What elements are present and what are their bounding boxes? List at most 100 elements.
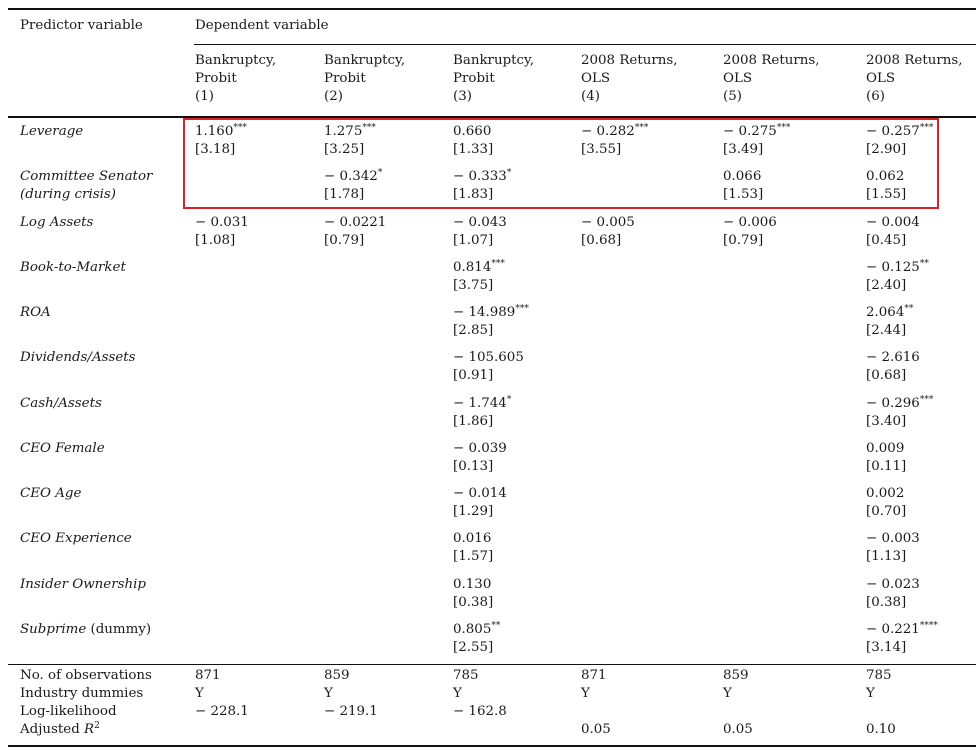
footer-label-text: Industry dummies xyxy=(20,686,144,701)
test-statistic: [0.79] xyxy=(324,233,365,248)
coefficient-value: − 0.333 xyxy=(453,169,507,184)
dependent-underline xyxy=(194,44,976,45)
coefficient-value: − 0.003 xyxy=(866,531,920,546)
footer-value: 871 xyxy=(195,668,221,683)
footer-value: − 219.1 xyxy=(324,704,378,719)
footer-value: Y xyxy=(324,686,333,701)
significance-stars: *** xyxy=(919,123,934,133)
test-statistic: [0.45] xyxy=(866,233,907,248)
coefficient: − 0.125** xyxy=(866,259,929,277)
coefficient-value: − 0.125 xyxy=(866,260,920,275)
column-header-line1: 2008 Returns, xyxy=(723,53,820,68)
test-statistic: [3.55] xyxy=(581,142,622,157)
footer-value: 785 xyxy=(453,668,479,683)
column-header-line1: Bankruptcy, xyxy=(453,53,535,68)
coefficient: 0.066 xyxy=(723,168,761,186)
coefficient: − 0.006 xyxy=(723,214,777,232)
column-header-line2: OLS xyxy=(581,71,611,86)
coefficient: 0.814*** xyxy=(453,259,505,277)
row-label-suffix: (dummy) xyxy=(86,622,152,637)
column-header-line1: Bankruptcy, xyxy=(324,53,406,68)
footer-value: − 228.1 xyxy=(195,704,249,719)
test-statistic: [2.90] xyxy=(866,142,907,157)
coefficient: − 0.275*** xyxy=(723,123,790,141)
test-statistic: [1.07] xyxy=(453,233,494,248)
coefficient: 0.002 xyxy=(866,485,904,503)
row-label: CEO Female xyxy=(20,440,105,458)
coefficient: − 0.004 xyxy=(866,214,920,232)
coefficient: 0.130 xyxy=(453,576,491,594)
coefficient-value: − 14.989 xyxy=(453,305,516,320)
coefficient-value: 0.130 xyxy=(453,577,492,592)
bottom-rule xyxy=(8,745,976,747)
row-label: Committee Senator xyxy=(20,168,152,186)
test-statistic: [1.53] xyxy=(723,187,764,202)
coefficient: 1.275*** xyxy=(324,123,376,141)
significance-stars: *** xyxy=(491,259,505,269)
test-statistic: [0.68] xyxy=(866,368,907,383)
header-rule xyxy=(8,116,976,118)
footer-value: 0.10 xyxy=(866,722,896,737)
footer-value: Y xyxy=(195,686,204,701)
significance-stars: *** xyxy=(233,123,247,133)
footer-value: Y xyxy=(723,686,732,701)
column-header-number: (2) xyxy=(324,89,343,104)
coefficient-value: − 0.282 xyxy=(581,124,635,139)
coefficient-value: − 0.275 xyxy=(723,124,777,139)
footer-label-superscript: 2 xyxy=(94,721,100,731)
row-label-text: Leverage xyxy=(20,124,84,139)
row-label: CEO Age xyxy=(20,485,81,503)
footer-value: 785 xyxy=(866,668,892,683)
row-label-text: Log Assets xyxy=(20,215,94,230)
highlight-box xyxy=(183,118,939,209)
column-header-number: (1) xyxy=(195,89,214,104)
footer-value: 859 xyxy=(324,668,350,683)
test-statistic: [1.78] xyxy=(324,187,365,202)
footer-label: Log-likelihood xyxy=(20,703,117,721)
test-statistic: [2.85] xyxy=(453,323,494,338)
coefficient: − 0.043 xyxy=(453,214,507,232)
test-statistic: [1.33] xyxy=(453,142,494,157)
coefficient-value: 0.660 xyxy=(453,124,492,139)
significance-stars: **** xyxy=(919,621,938,631)
footer-value: Y xyxy=(866,686,875,701)
coefficient: 0.062 xyxy=(866,168,904,186)
predictor-variable-header: Predictor variable xyxy=(20,18,143,33)
coefficient-value: − 0.005 xyxy=(581,215,635,230)
coefficient-value: − 0.006 xyxy=(723,215,777,230)
coefficient: − 0.221**** xyxy=(866,621,938,639)
coefficient: 2.064** xyxy=(866,304,913,322)
significance-stars: *** xyxy=(515,304,529,314)
coefficient: 0.805** xyxy=(453,621,500,639)
footer-value: Y xyxy=(581,686,590,701)
coefficient: − 0.342* xyxy=(324,168,382,186)
coefficient: − 0.333* xyxy=(453,168,511,186)
coefficient-value: 1.160 xyxy=(195,124,234,139)
coefficient-value: − 0.014 xyxy=(453,486,507,501)
coefficient: − 0.296*** xyxy=(866,395,933,413)
test-statistic: [1.83] xyxy=(453,187,494,202)
coefficient-value: 1.275 xyxy=(324,124,363,139)
column-header-line2: Probit xyxy=(324,71,366,86)
row-label: Log Assets xyxy=(20,214,93,232)
column-header-number: (4) xyxy=(581,89,600,104)
test-statistic: [0.38] xyxy=(866,595,907,610)
coefficient-value: 0.066 xyxy=(723,169,762,184)
footer-label: No. of observations xyxy=(20,667,152,685)
coefficient-value: − 0.043 xyxy=(453,215,507,230)
footer-value: 859 xyxy=(723,668,749,683)
test-statistic: [1.57] xyxy=(453,549,494,564)
coefficient: − 0.005 xyxy=(581,214,635,232)
significance-stars: *** xyxy=(776,123,791,133)
row-label: Subprime (dummy) xyxy=(20,621,151,639)
footer-label-text: Log-likelihood xyxy=(20,704,117,719)
test-statistic: [1.29] xyxy=(453,504,494,519)
test-statistic: [3.25] xyxy=(324,142,365,157)
row-label-text: ROA xyxy=(20,305,51,320)
coefficient: − 105.605 xyxy=(453,349,524,367)
coefficient-value: 0.002 xyxy=(866,486,905,501)
footer-value: 871 xyxy=(581,668,607,683)
column-header-line2: OLS xyxy=(723,71,753,86)
footer-label-text: No. of observations xyxy=(20,668,152,683)
coefficient-value: − 0.004 xyxy=(866,215,920,230)
